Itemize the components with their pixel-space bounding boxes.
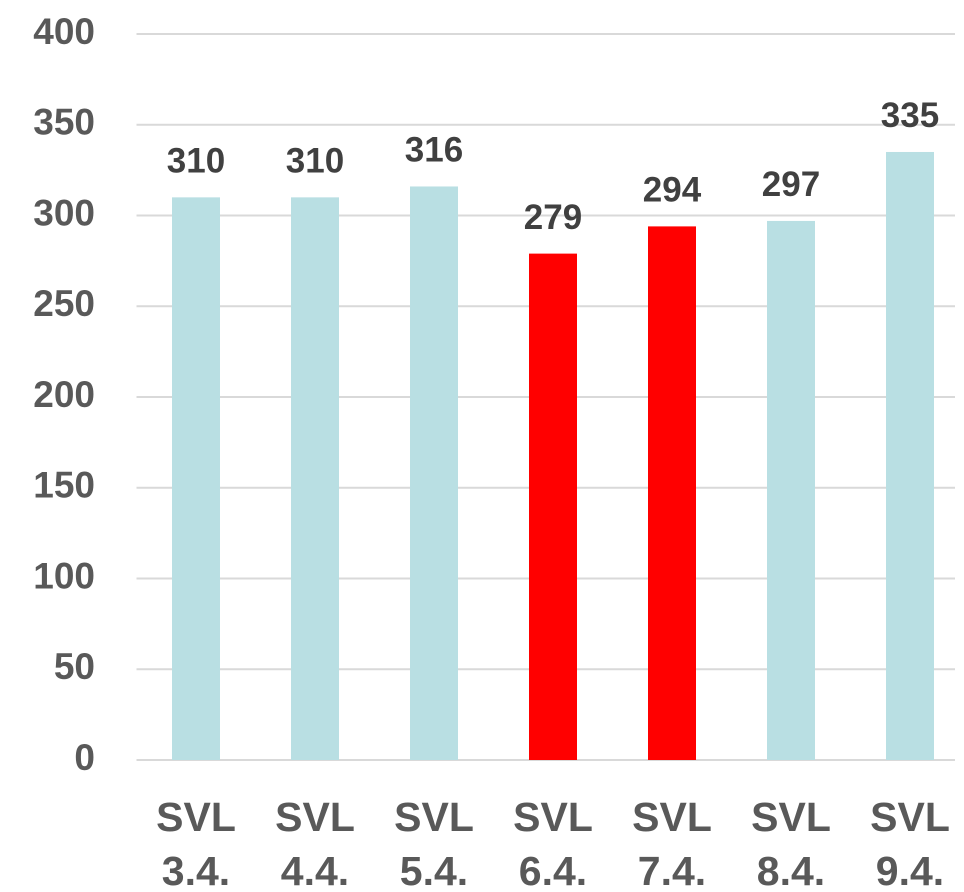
x-tick-label: SVL 9.4.	[870, 794, 950, 892]
y-tick-label: 300	[33, 192, 95, 233]
x-tick-label: SVL 8.4.	[751, 794, 831, 892]
bar	[886, 151, 934, 761]
data-label: 316	[405, 131, 463, 170]
bar	[172, 197, 220, 761]
data-label: 310	[286, 142, 344, 181]
y-tick-label: 250	[33, 283, 95, 324]
bar	[767, 220, 815, 760]
bar	[291, 197, 339, 761]
y-tick-label: 100	[33, 555, 95, 596]
x-tick-label: SVL 3.4.	[156, 794, 236, 892]
y-tick-label: 0	[74, 737, 95, 778]
x-tick-label: SVL 5.4.	[394, 794, 474, 892]
x-tick-label: SVL 6.4.	[513, 794, 593, 892]
data-label: 297	[762, 165, 820, 204]
y-tick-label: 150	[33, 465, 95, 506]
bar	[410, 186, 458, 760]
bar	[529, 253, 577, 761]
data-label: 294	[643, 171, 702, 210]
y-tick-label: 350	[33, 102, 95, 143]
data-label: 279	[524, 198, 582, 237]
y-tick-label: 200	[33, 374, 95, 415]
data-label: 310	[167, 142, 225, 181]
bar	[648, 226, 696, 760]
x-tick-label: SVL 7.4.	[632, 794, 712, 892]
x-tick-label: SVL 4.4.	[275, 794, 355, 892]
y-tick-label: 400	[33, 11, 95, 52]
data-label: 335	[881, 96, 939, 135]
y-tick-label: 50	[54, 646, 95, 687]
